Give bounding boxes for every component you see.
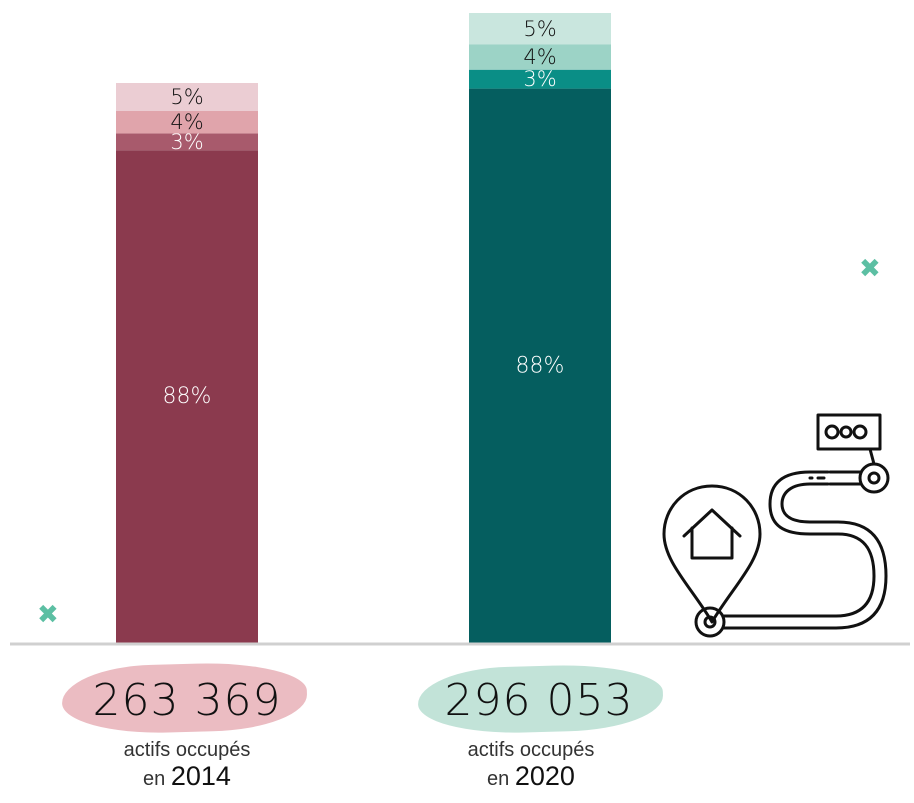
bar-segment-label: 3% [170,130,203,154]
bar-segment-2020-4pct [469,44,611,70]
x-mark-decoration: ✖ [37,600,59,630]
bar-segment-2020-3pct [469,69,611,89]
home-to-work-path-icon [662,413,890,638]
year-value: 2014 [170,761,231,791]
total-2014: 263 369 [92,675,282,726]
bar-segment-2014-4pct [116,111,258,134]
bar-segment-label: 88% [163,384,212,409]
bar-segment-label: 5% [170,85,203,109]
caption-2014: actifs occupés en 2014 [62,737,312,792]
caption-text: actifs occupés [467,739,595,761]
bar-segment-label: 88% [516,353,565,378]
year-value: 2020 [514,761,575,791]
bar-segment-2014-3pct [116,133,258,151]
bar-segment-2014-88pct [116,150,258,643]
caption-year-line: en 2014 [62,763,312,792]
bar-segment-label: 4% [523,45,556,69]
bar-segment-2020-5pct [469,13,611,45]
bar-segment-2020-88pct [469,88,611,644]
year-prefix: en [143,768,166,790]
bar-segment-2014-5pct [116,83,258,111]
caption-2020: actifs occupés en 2020 [406,737,656,792]
bar-segment-label: 3% [523,67,556,91]
caption-text: actifs occupés [123,739,251,761]
total-2020: 296 053 [444,675,634,726]
caption-year-line: en 2020 [406,763,656,792]
bar-segment-label: 5% [523,17,556,41]
year-prefix: en [487,768,510,790]
bar-segment-label: 4% [170,110,203,134]
x-mark-decoration: ✖ [859,254,881,284]
